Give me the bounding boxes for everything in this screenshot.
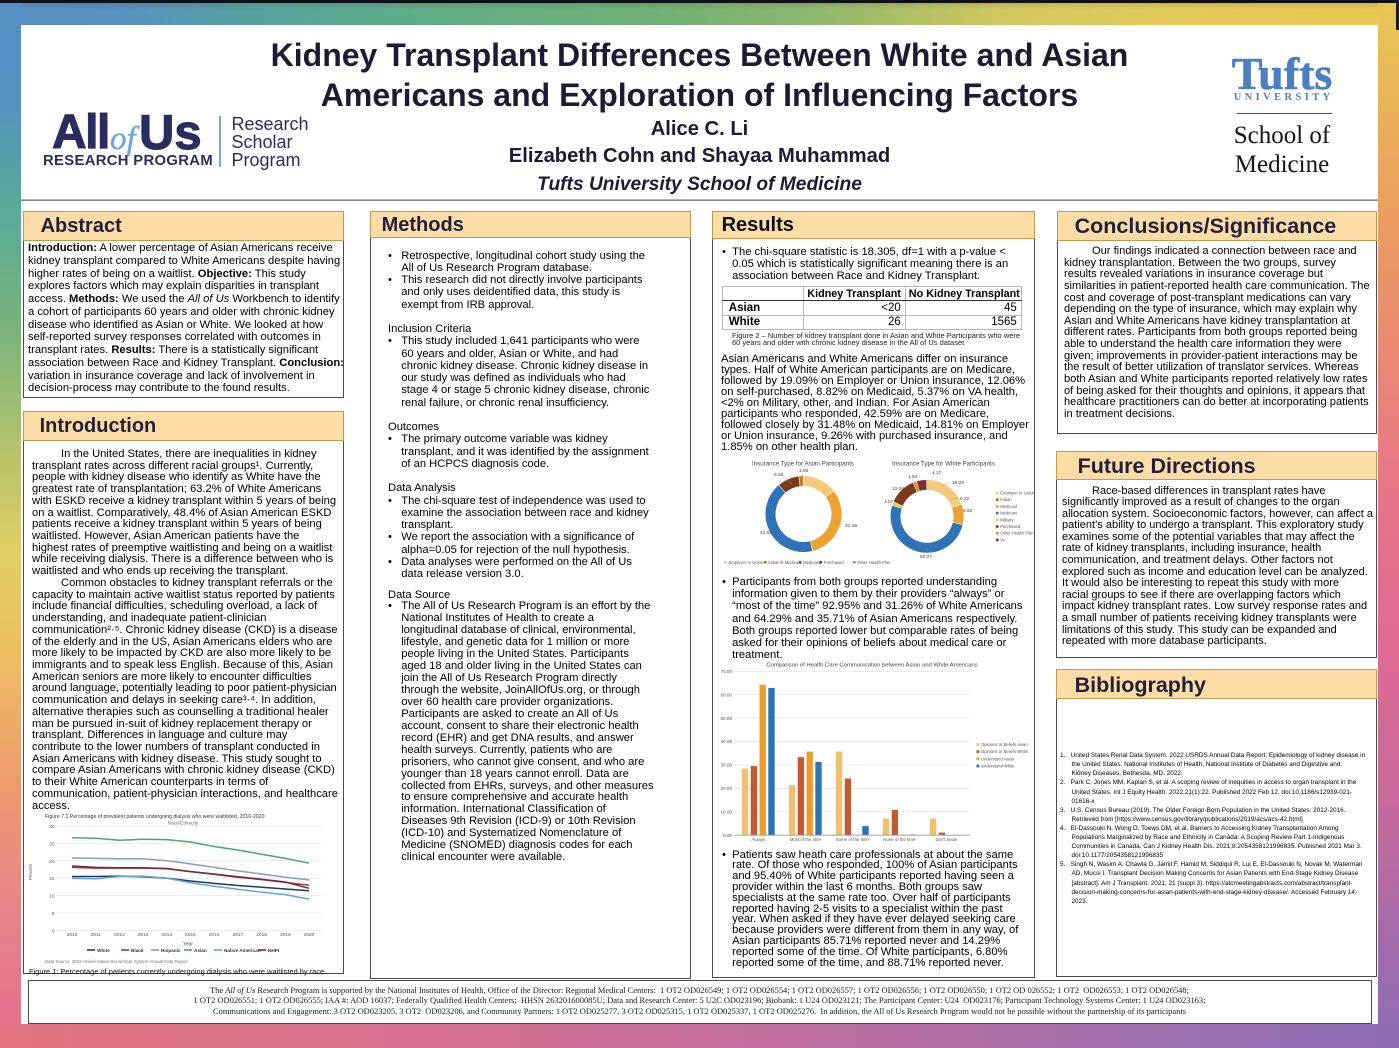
svg-text:Opinions or Beliefs Asian: Opinions or Beliefs Asian bbox=[981, 742, 1028, 747]
svg-text:2018: 2018 bbox=[256, 932, 267, 938]
svg-text:15: 15 bbox=[49, 876, 55, 882]
svg-text:Medicare: Medicare bbox=[803, 560, 821, 565]
svg-text:Purchased: Purchased bbox=[824, 560, 845, 565]
svg-text:Race/Ethnicity: Race/Ethnicity bbox=[168, 821, 199, 827]
svg-text:42.59: 42.59 bbox=[760, 530, 772, 536]
svg-text:Asian: Asian bbox=[194, 948, 207, 953]
svg-text:Medicaid: Medicaid bbox=[785, 560, 802, 565]
svg-text:Always: Always bbox=[751, 837, 766, 842]
svg-text:0: 0 bbox=[52, 928, 55, 934]
svg-text:2010: 2010 bbox=[67, 932, 78, 938]
svg-text:Employer or Union: Employer or Union bbox=[729, 560, 764, 565]
svg-text:2015: 2015 bbox=[185, 932, 196, 938]
svg-text:Understand Asian: Understand Asian bbox=[981, 756, 1015, 761]
svg-text:2011: 2011 bbox=[91, 932, 102, 938]
svg-text:Military: Military bbox=[1000, 517, 1014, 522]
svg-text:Understand White: Understand White bbox=[981, 764, 1015, 769]
svg-text:VA: VA bbox=[1000, 537, 1005, 542]
svg-text:20: 20 bbox=[49, 859, 55, 865]
svg-text:8.82: 8.82 bbox=[963, 508, 973, 514]
svg-text:50.00: 50.00 bbox=[721, 716, 733, 721]
svg-text:Other Health Plan: Other Health Plan bbox=[1000, 531, 1034, 536]
svg-text:2020: 2020 bbox=[304, 932, 315, 938]
svg-text:Medicaid: Medicaid bbox=[1000, 504, 1017, 509]
svg-text:Figure 7.1 Percentage of preva: Figure 7.1 Percentage of prevalent patie… bbox=[45, 814, 265, 820]
svg-text:5: 5 bbox=[52, 911, 55, 917]
svg-text:10.00: 10.00 bbox=[721, 810, 733, 815]
svg-text:Hispanic: Hispanic bbox=[161, 948, 181, 953]
svg-text:Percent: Percent bbox=[28, 863, 33, 880]
svg-text:2013: 2013 bbox=[138, 932, 149, 938]
svg-text:Insurance Type for White Parti: Insurance Type for White Participants bbox=[892, 461, 995, 468]
svg-text:Indian: Indian bbox=[1000, 497, 1012, 502]
svg-text:9.26: 9.26 bbox=[774, 472, 784, 478]
svg-text:Opinions or Beliefs White: Opinions or Beliefs White bbox=[981, 749, 1029, 754]
svg-text:Insurance Type for Asian Parti: Insurance Type for Asian Participants bbox=[752, 461, 854, 468]
svg-text:Employer or Union: Employer or Union bbox=[1000, 491, 1035, 496]
svg-text:19.09: 19.09 bbox=[952, 480, 964, 486]
svg-text:Comparison of Health Care Comm: Comparison of Health Care Communication … bbox=[766, 663, 977, 669]
svg-text:25: 25 bbox=[49, 841, 55, 847]
svg-text:31.48: 31.48 bbox=[845, 523, 857, 529]
svg-text:Year: Year bbox=[183, 942, 193, 948]
svg-text:NHPI: NHPI bbox=[268, 948, 279, 953]
svg-text:White: White bbox=[97, 948, 110, 953]
svg-text:Black: Black bbox=[131, 948, 144, 953]
svg-text:70.00: 70.00 bbox=[721, 669, 733, 674]
svg-text:2014: 2014 bbox=[161, 932, 172, 938]
svg-text:50.07: 50.07 bbox=[920, 554, 932, 560]
svg-text:12.06: 12.06 bbox=[892, 486, 904, 492]
svg-text:2012: 2012 bbox=[114, 932, 125, 938]
svg-text:1.57: 1.57 bbox=[884, 499, 894, 505]
svg-text:30: 30 bbox=[49, 824, 55, 830]
svg-text:40.00: 40.00 bbox=[721, 739, 733, 744]
svg-text:1.85: 1.85 bbox=[799, 468, 809, 474]
svg-text:4.37: 4.37 bbox=[932, 471, 942, 477]
svg-text:0.00: 0.00 bbox=[723, 833, 732, 838]
svg-text:Purchased: Purchased bbox=[1000, 524, 1021, 529]
svg-text:2016: 2016 bbox=[209, 932, 220, 938]
svg-text:Indian: Indian bbox=[768, 560, 780, 565]
svg-text:60.00: 60.00 bbox=[721, 692, 733, 697]
svg-text:2019: 2019 bbox=[280, 932, 291, 938]
svg-text:Data Source: 2022 United State: Data Source: 2022 United States Renal Da… bbox=[45, 959, 189, 964]
svg-text:Some of the time: Some of the time bbox=[836, 837, 870, 842]
svg-text:Medicare: Medicare bbox=[1000, 511, 1018, 516]
svg-text:Don't know: Don't know bbox=[936, 837, 958, 842]
svg-text:20.00: 20.00 bbox=[721, 786, 733, 791]
svg-text:2017: 2017 bbox=[233, 932, 244, 938]
svg-text:Other Health Plan: Other Health Plan bbox=[857, 560, 891, 565]
svg-text:Most of the time: Most of the time bbox=[790, 837, 822, 842]
svg-text:10: 10 bbox=[49, 894, 55, 900]
svg-text:None of the time: None of the time bbox=[883, 837, 916, 842]
svg-text:1.54: 1.54 bbox=[908, 474, 918, 480]
svg-text:Native American: Native American bbox=[224, 948, 261, 953]
svg-text:30.00: 30.00 bbox=[721, 763, 733, 768]
svg-text:0.22: 0.22 bbox=[960, 496, 970, 502]
